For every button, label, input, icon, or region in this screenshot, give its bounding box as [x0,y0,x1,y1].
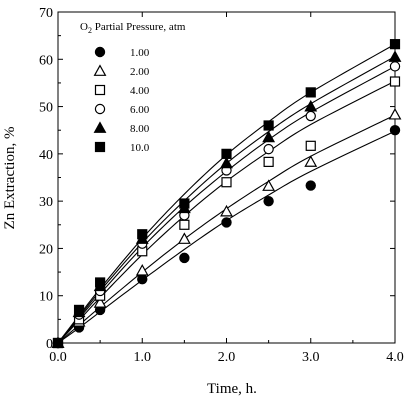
data-point [305,140,316,151]
data-point [135,264,149,276]
data-point [263,156,274,167]
x-tick-label: 2.0 [218,350,236,365]
x-tick-label: 4.0 [386,350,404,365]
data-point [73,304,85,315]
data-point [220,156,233,169]
data-point [137,229,148,240]
fit-curve [57,65,396,344]
data-point [221,148,232,159]
fit-curve [57,130,396,344]
x-tick-label: 3.0 [302,350,320,365]
data-point [304,155,318,167]
legend-label: 10.0 [130,142,150,154]
data-point [262,130,276,143]
data-point [389,61,401,72]
legend-label: 2.00 [130,66,150,78]
legend-marker [94,84,106,96]
legend-label: 6.00 [130,104,150,116]
data-point [221,177,232,188]
legend-label: 4.00 [130,85,150,97]
y-axis-label: Zn Extraction, % [2,127,18,230]
data-point [262,179,276,191]
fit-curve [57,43,396,344]
data-point [221,217,232,228]
legend-title-prefix: O [80,21,88,33]
legend-title: O2 Partial Pressure, atm [80,21,186,35]
data-point [305,110,316,122]
legend-label: 1.00 [130,47,150,59]
x-axis: 0.0 1.0 2.0 3.0 4.0 [49,12,404,365]
data-point [304,99,318,112]
y-tick-label: 50 [39,101,53,116]
legend-title-subscript: 2 [88,26,92,35]
y-tick-label: 40 [39,148,53,163]
data-point [388,107,402,120]
data-point [389,125,401,136]
data-point [220,204,233,217]
data-point [263,120,274,131]
data-point [389,76,401,87]
y-tick-label: 10 [39,290,53,305]
y-tick-label: 20 [39,242,53,257]
legend-label: 8.00 [130,123,150,135]
data-point [305,180,316,191]
data-point [95,277,106,288]
legend: O2 Partial Pressure, atm 1.00 2.00 4.00 6.0… [80,21,186,154]
legend-title-suffix: Partial Pressure, atm [92,21,186,33]
data-point [137,273,148,285]
data-point [263,195,274,207]
legend-marker [94,141,106,153]
legend-marker [94,103,106,115]
data-point [93,296,107,308]
y-tick-label: 0 [46,337,53,352]
legend-marker [93,64,107,76]
y-tick-label: 70 [39,6,53,21]
x-axis-label: Time, h. [207,381,257,397]
data-point [389,39,401,50]
x-tick-label: 1.0 [134,350,152,365]
fit-lines [57,43,396,344]
y-tick-label: 60 [39,53,53,68]
plot-area [51,11,402,349]
data-point [179,219,190,230]
x-tick-label: 0.0 [49,350,67,365]
data-point [179,252,190,264]
y-axis: 0 10 20 30 40 50 60 70 [39,6,395,352]
legend-marker [93,121,107,133]
data-point [305,87,316,98]
data-point [179,198,190,209]
legend-marker [94,46,106,58]
data-point [177,232,191,244]
data-point [263,143,274,155]
y-tick-label: 30 [39,195,53,210]
legend-items: 1.00 2.00 4.00 6.00 8.00 10.0 [93,46,150,154]
